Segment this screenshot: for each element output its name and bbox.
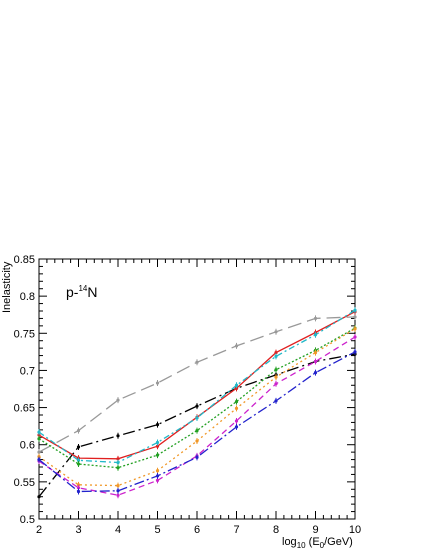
data-point xyxy=(116,489,120,493)
data-point xyxy=(195,416,199,420)
data-point xyxy=(195,439,199,443)
data-point xyxy=(76,458,81,462)
x-tick-label: 4 xyxy=(115,524,121,536)
x-tick-label: 9 xyxy=(312,524,318,536)
y-tick-label: 0.5 xyxy=(20,514,35,526)
x-tick-label: 10 xyxy=(349,524,361,536)
series-line-7 xyxy=(38,351,356,493)
y-tick-label: 0.55 xyxy=(14,477,35,489)
tick-labels: 2 3 4 5 6 7 8 9 10 0.5 0.55 0.6 0.65 0.7 0.75 0.8 0.85 xyxy=(14,254,362,536)
data-point xyxy=(353,308,357,312)
data-point xyxy=(116,493,120,497)
data-point xyxy=(116,457,120,461)
data-point xyxy=(353,335,357,339)
series-line-6 xyxy=(38,336,356,496)
y-tick-label: 0.85 xyxy=(14,254,35,266)
data-point xyxy=(155,381,160,385)
data-point xyxy=(155,440,160,445)
data-point xyxy=(76,445,81,449)
x-axis-title: log10 (E0/GeV) xyxy=(282,536,353,550)
data-point xyxy=(274,399,278,403)
data-point xyxy=(195,429,199,433)
data-point xyxy=(155,469,160,473)
data-point xyxy=(234,383,239,387)
data-point xyxy=(234,419,239,423)
y-tick-label: 0.65 xyxy=(14,403,35,415)
data-point xyxy=(234,425,239,429)
data-point xyxy=(76,462,81,466)
data-point xyxy=(274,351,278,355)
data-point xyxy=(116,460,120,465)
y-tick-label: 0.6 xyxy=(20,440,35,452)
data-point xyxy=(37,437,41,441)
data-point xyxy=(195,455,199,459)
data-point xyxy=(155,474,160,478)
data-point xyxy=(274,354,278,358)
data-point xyxy=(76,429,81,433)
series-group xyxy=(37,307,357,500)
data-point xyxy=(37,495,41,499)
data-point xyxy=(155,478,160,482)
data-point xyxy=(155,423,160,427)
data-point xyxy=(37,430,41,434)
y-tick-label: 0.8 xyxy=(20,291,35,303)
x-tick-label: 8 xyxy=(273,524,279,536)
data-point xyxy=(37,457,41,462)
data-point xyxy=(353,350,357,354)
series-line-5 xyxy=(38,328,356,487)
series-line-2 xyxy=(38,311,356,460)
x-tick-label: 7 xyxy=(233,524,239,536)
data-point xyxy=(195,360,199,364)
x-tick-label: 6 xyxy=(194,524,200,536)
data-point xyxy=(353,327,357,331)
x-tick-label: 2 xyxy=(36,524,42,536)
axis-ticks xyxy=(38,258,356,520)
y-tick-label: 0.75 xyxy=(14,328,35,340)
data-point xyxy=(116,466,120,470)
data-point xyxy=(274,330,278,334)
y-axis-title: Inelasticity xyxy=(1,261,13,313)
series-line-1 xyxy=(38,353,356,498)
data-point xyxy=(116,398,120,402)
data-point xyxy=(353,315,357,319)
data-point xyxy=(274,375,278,379)
data-point xyxy=(116,483,120,488)
data-point xyxy=(234,400,239,404)
data-point xyxy=(116,434,120,438)
series-line-4 xyxy=(38,327,356,469)
annotation-label: p-14N xyxy=(66,284,97,300)
data-point xyxy=(274,368,278,372)
x-tick-label: 5 xyxy=(154,524,160,536)
data-point xyxy=(313,351,318,355)
x-tick-label: 3 xyxy=(75,524,81,536)
data-point xyxy=(313,359,318,364)
data-point xyxy=(155,444,160,448)
y-tick-label: 0.7 xyxy=(20,365,35,377)
data-point xyxy=(37,450,41,454)
data-point xyxy=(155,453,160,457)
data-point xyxy=(195,404,199,408)
data-point xyxy=(76,486,81,490)
data-point xyxy=(313,333,318,337)
data-point xyxy=(76,489,81,494)
data-point xyxy=(313,371,318,375)
data-point xyxy=(274,382,278,386)
data-point xyxy=(234,406,239,410)
data-point xyxy=(313,316,318,321)
data-point xyxy=(234,344,239,348)
